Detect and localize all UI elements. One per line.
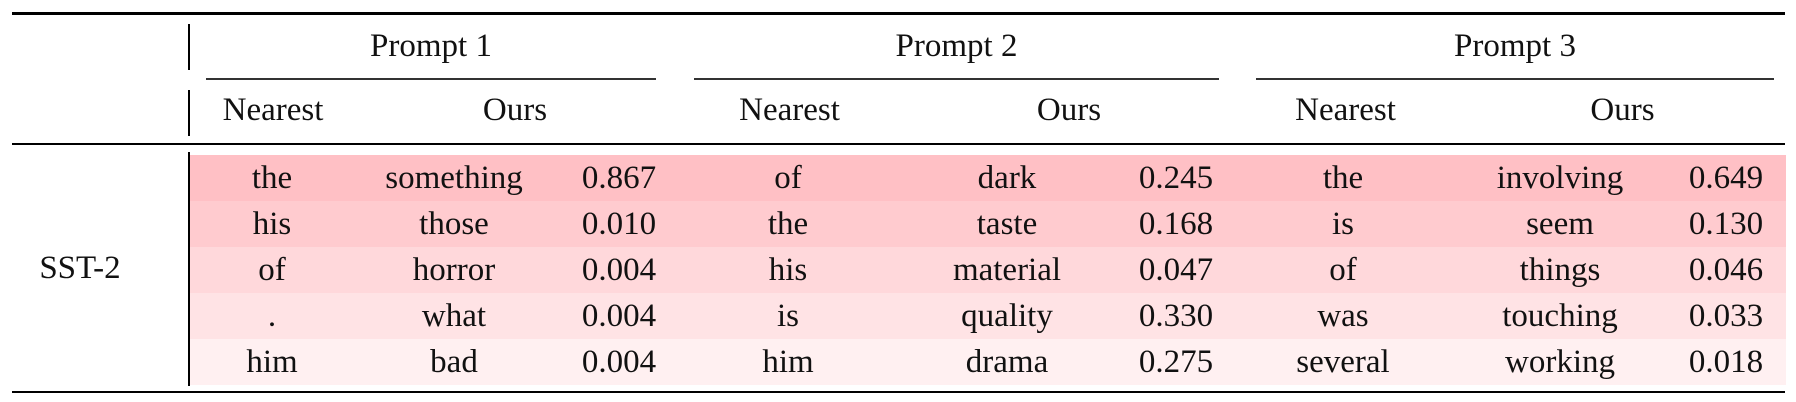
table-cell: things [1519,252,1601,288]
table-cell: the [767,206,809,242]
prompt-2-underline [694,78,1219,80]
table-cell: 0.330 [1138,298,1214,334]
table-cell: him [246,344,298,380]
table-cell: 0.004 [581,344,657,380]
table-cell: drama [965,344,1049,380]
table-cell: 0.046 [1688,252,1764,288]
table-cell: his [768,252,808,288]
table-cell: was [1317,298,1369,334]
prompt-2-header: Prompt 2 [895,28,1018,64]
table-cell: 0.867 [581,160,657,196]
table-row: of horror 0.004 his material 0.047 of things 0.0… [0,247,1796,293]
header-rule [12,143,1785,145]
table-cell: him [762,344,814,380]
header-separator-1 [188,24,190,70]
table-cell: 0.018 [1688,344,1764,380]
table-cell: 0.004 [581,252,657,288]
top-rule [12,12,1785,15]
table-cell: 0.004 [581,298,657,334]
table-cell: those [419,206,489,242]
table-cell: taste [976,206,1038,242]
nearest-header-1: Nearest [222,92,324,128]
prompt-3-underline [1256,78,1774,80]
row-band [190,155,1786,201]
ours-header-2: Ours [1036,92,1102,128]
table-cell: 0.033 [1688,298,1764,334]
prompt-3-header: Prompt 3 [1454,28,1576,64]
header-separator-2 [188,90,190,136]
table-cell: is [1331,206,1354,242]
row-band [190,293,1786,339]
table-cell: his [252,206,292,242]
table-cell: the [251,160,293,196]
table-cell: working [1505,344,1615,380]
ours-header-3: Ours [1590,92,1655,128]
nearest-header-3: Nearest [1295,92,1396,128]
prompt-1-underline [206,78,656,80]
table-cell: material [952,252,1062,288]
table-row: . what 0.004 is quality 0.330 was touching 0.033 [0,293,1796,339]
table-cell: dark [977,160,1037,196]
body-separator [188,152,190,386]
table-cell: of [1329,252,1357,288]
nearest-header-2: Nearest [739,92,840,128]
row-band [190,339,1786,385]
row-band [190,201,1786,247]
bottom-rule [12,391,1785,393]
table-row: him bad 0.004 him drama 0.275 several working 0.… [0,339,1796,385]
table-cell: 0.010 [581,206,657,242]
table-cell: something [385,160,523,196]
table-cell: what [421,298,487,334]
table-cell: of [774,160,802,196]
table-cell: 0.047 [1138,252,1214,288]
ours-header-1: Ours [482,92,548,128]
table-cell: horror [412,252,496,288]
table-cell: 0.168 [1138,206,1214,242]
table-cell: touching [1502,298,1618,334]
table-row: the something 0.867 of dark 0.245 the involving… [0,155,1796,201]
table-cell: is [776,298,799,334]
table-cell: 0.275 [1138,344,1214,380]
table-cell: of [258,252,286,288]
table-cell: involving [1496,160,1624,196]
table-cell: 0.649 [1688,160,1764,196]
table-cell: 0.130 [1688,206,1764,242]
dataset-label: SST-2 [39,250,121,286]
table-cell: the [1322,160,1364,196]
row-band [190,247,1786,293]
table-cell: seem [1526,206,1594,242]
table-cell: 0.245 [1138,160,1214,196]
table-cell: quality [961,298,1053,334]
table-row: his those 0.010 the taste 0.168 is seem 0.130 [0,201,1796,247]
table-cell: . [267,298,277,334]
prompt-1-header: Prompt 1 [370,28,492,64]
table-cell: bad [430,344,478,380]
table-cell: several [1296,344,1390,380]
